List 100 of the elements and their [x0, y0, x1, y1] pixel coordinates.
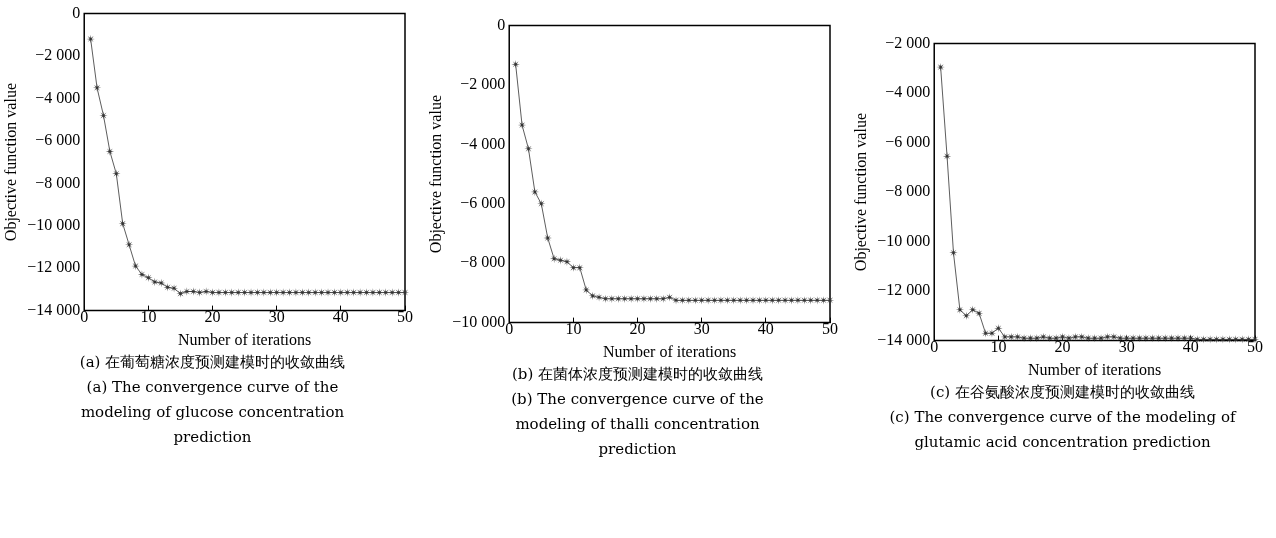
point: [601, 294, 610, 304]
text: (b) 在菌体浓度预测建模时的收敛曲线: [510, 364, 765, 385]
point: [684, 296, 694, 305]
x-tick-label: 30: [693, 320, 710, 338]
x-tick-label: 10: [565, 320, 582, 338]
x-tick-label: 40: [332, 308, 349, 326]
point: [949, 248, 958, 257]
point: [163, 283, 172, 292]
point: [981, 328, 990, 338]
y-tick-label: 0: [497, 15, 506, 33]
y-tick-label: −8 000: [460, 253, 506, 271]
point: [112, 169, 121, 178]
y-tick-label: −6 000: [885, 132, 931, 150]
point: [189, 287, 198, 296]
point: [768, 296, 777, 305]
y-tick-label: −10 000: [27, 215, 81, 233]
point: [201, 287, 211, 296]
point: [1135, 333, 1144, 343]
x-tick-label: 40: [757, 320, 774, 338]
x-tick-label: 40: [1182, 338, 1199, 356]
point: [665, 293, 674, 302]
point: [819, 296, 828, 305]
point: [556, 256, 565, 265]
point: [99, 111, 108, 120]
point: [620, 294, 629, 304]
point: [131, 261, 140, 271]
y-tick-label: −4 000: [35, 88, 81, 106]
y-tick-label: −4 000: [885, 83, 931, 101]
x-tick-label: 20: [1054, 338, 1071, 356]
point: [1231, 335, 1240, 344]
x-axis-title: Number of iterations: [177, 330, 312, 348]
y-tick-label: −10 000: [452, 312, 506, 330]
point: [537, 199, 546, 208]
y-tick-label: −14 000: [877, 330, 931, 348]
text: (a) The convergence curve of the modeling of glucose concentration prediction: [79, 377, 346, 448]
point: [105, 147, 115, 156]
point: [336, 288, 346, 297]
x-tick-label: 50: [822, 320, 838, 338]
y-tick-label: −4 000: [460, 134, 506, 152]
y-tick-label: −12 000: [27, 258, 81, 276]
point: [1103, 332, 1112, 342]
y-tick-label: −6 000: [460, 194, 506, 211]
point: [569, 263, 578, 272]
y-axis-title: Objective function value: [851, 113, 870, 272]
point: [298, 288, 307, 297]
text: (b) The convergence curve of the modeling of thalli concentration prediction: [510, 389, 765, 460]
point: [1225, 335, 1234, 344]
point: [278, 288, 288, 297]
point: [607, 294, 617, 304]
point: [800, 296, 809, 305]
point: [362, 288, 371, 297]
point: [729, 296, 738, 305]
point: [524, 144, 533, 154]
x-tick-label: 30: [1118, 338, 1135, 356]
point: [511, 60, 520, 69]
point: [195, 288, 204, 297]
point: [691, 296, 700, 305]
point: [375, 288, 384, 297]
point: [317, 288, 326, 297]
x-tick-label: 20: [204, 308, 221, 326]
y-tick-label: 0: [72, 3, 81, 21]
point: [118, 219, 127, 228]
y-axis-title: Objective function value: [1, 83, 20, 242]
point: [144, 273, 153, 282]
x-axis-title: Number of iterations: [1027, 360, 1162, 378]
y-tick-label: −14 000: [27, 300, 81, 318]
point: [343, 288, 352, 297]
point: [806, 296, 815, 305]
point: [646, 294, 655, 304]
y-tick-label: −12 000: [877, 281, 931, 299]
point: [678, 296, 687, 305]
point: [1212, 335, 1221, 344]
point: [588, 291, 597, 301]
point: [272, 288, 281, 297]
x-tick-label: 20: [629, 320, 646, 338]
point: [994, 324, 1003, 333]
text: (c) The convergence curve of the modeling of glutamic acid concentration prediction: [888, 407, 1238, 453]
point: [697, 296, 706, 305]
point: [221, 288, 230, 297]
point: [208, 288, 217, 297]
point: [349, 288, 358, 297]
point: [812, 296, 822, 305]
point: [742, 296, 751, 305]
point: [659, 294, 668, 304]
y-tick-label: −10 000: [877, 231, 931, 249]
point: [575, 263, 584, 272]
point: [633, 294, 642, 304]
y-tick-label: −2 000: [885, 33, 931, 51]
x-tick-label: 10: [140, 308, 157, 326]
point: [394, 288, 403, 297]
point: [137, 270, 147, 279]
point: [1167, 333, 1176, 343]
point: [968, 305, 977, 314]
y-tick-label: −8 000: [885, 182, 931, 200]
x-tick-label: 10: [990, 338, 1007, 356]
y-axis-title: Objective function value: [426, 95, 445, 254]
text: (c) 在谷氨酸浓度预测建模时的收敛曲线: [929, 382, 1196, 403]
y-tick-label: −8 000: [35, 173, 81, 191]
point: [400, 288, 410, 297]
point: [368, 288, 378, 297]
